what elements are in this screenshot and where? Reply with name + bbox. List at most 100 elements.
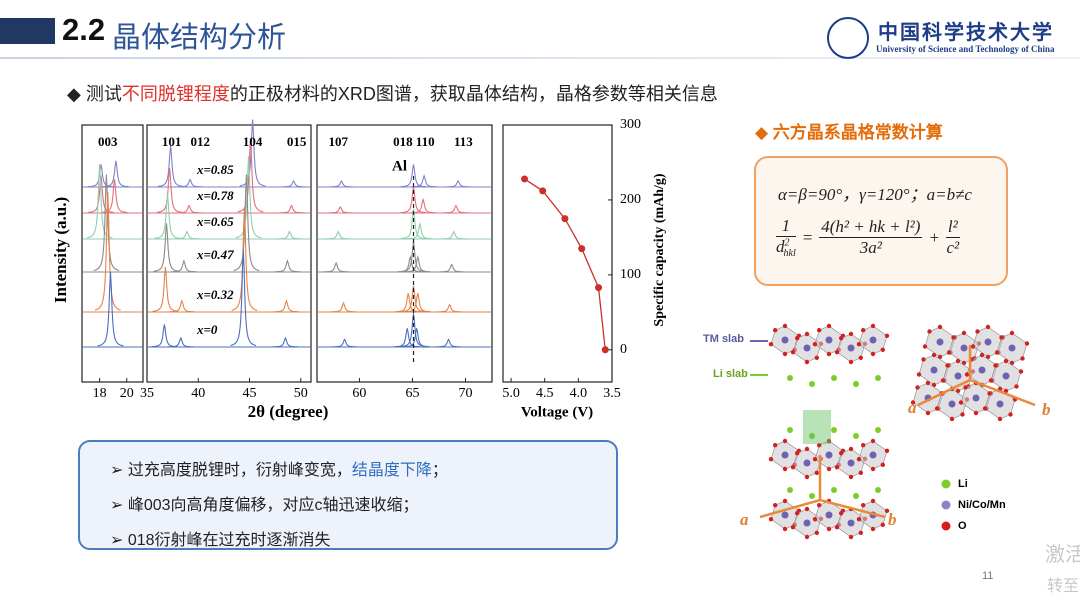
o-atom	[949, 416, 955, 422]
logo-seal	[827, 17, 869, 59]
data-point	[539, 187, 547, 195]
o-atom	[814, 530, 819, 535]
o-atom	[925, 410, 931, 416]
o-atom	[985, 324, 991, 330]
tm-atom	[960, 344, 968, 352]
peak	[169, 299, 195, 313]
o-atom	[804, 474, 810, 480]
symbol: hkl	[783, 248, 796, 260]
o-atom	[804, 446, 810, 452]
y-tick-label: 100	[620, 267, 641, 282]
x-axis-label: 2θ (degree)	[248, 402, 329, 421]
note-text: 018衍射峰在过充时逐渐消失	[127, 532, 331, 549]
o-atom	[999, 335, 1004, 340]
peak	[400, 285, 427, 313]
o-atom	[826, 466, 832, 472]
series-label: x=0.85	[196, 162, 234, 177]
peak	[272, 336, 299, 348]
o-atom	[945, 363, 950, 368]
legend-dot	[941, 521, 951, 531]
o-atom	[817, 503, 822, 508]
li-atom	[853, 381, 859, 387]
logo-name-en: University of Science and Technology of …	[876, 44, 1055, 54]
series-label: x=0	[196, 322, 218, 337]
peak-label: 104	[243, 134, 263, 149]
o-atom	[910, 400, 916, 405]
watermark: 转至	[1047, 578, 1080, 595]
o-atom	[934, 406, 940, 411]
peak	[443, 204, 469, 214]
data-point	[595, 284, 603, 292]
o-atom	[940, 378, 946, 383]
axis-label: b	[1042, 400, 1051, 419]
denominator: c²	[946, 238, 960, 258]
o-atom	[812, 517, 818, 522]
tm-atom	[847, 459, 855, 467]
symbol: 2	[784, 237, 790, 249]
peak	[330, 301, 357, 313]
axis-label: a	[740, 510, 749, 529]
x-tick-label: 60	[352, 386, 366, 401]
peak	[151, 324, 178, 348]
o-atom	[804, 534, 810, 540]
o-atom	[773, 443, 778, 448]
peak	[101, 179, 128, 214]
x-tick-label: 18	[93, 386, 107, 401]
y-axis-label: Intensity (a.u.)	[51, 197, 70, 303]
peak	[280, 180, 307, 188]
o-atom	[782, 498, 788, 504]
intro: ◆ 测试不同脱锂程度的正极材料的XRD图谱，获取晶体结构，晶格参数等相关信息	[67, 84, 718, 104]
peak	[177, 178, 203, 188]
o-atom	[804, 506, 810, 512]
o-atom	[804, 331, 810, 337]
peak	[154, 193, 181, 239]
y-tick-label: 300	[620, 117, 641, 132]
peak	[404, 254, 431, 273]
tm-atom	[936, 338, 944, 346]
o-atom	[861, 503, 866, 508]
tm-atom	[781, 336, 789, 344]
x-tick-label: 4.0	[570, 386, 588, 401]
operator: +	[928, 227, 940, 247]
peak	[176, 204, 202, 214]
tm-atom	[803, 519, 811, 527]
o-atom	[782, 526, 788, 532]
panel-frame	[316, 124, 493, 383]
x-tick-label: 50	[294, 386, 308, 401]
x-tick-label: 3.5	[603, 386, 621, 401]
o-atom	[795, 451, 800, 456]
li-atom	[875, 487, 881, 493]
peak	[403, 328, 430, 348]
o-atom	[826, 526, 832, 532]
peak-label: 003	[98, 134, 118, 149]
o-atom	[782, 466, 788, 472]
panel-frame	[502, 124, 613, 383]
peak	[278, 204, 305, 214]
peak	[230, 249, 257, 347]
o-atom	[768, 457, 774, 462]
data-point	[561, 215, 569, 223]
o-atom	[790, 350, 796, 355]
x-tick-label: 45	[243, 386, 257, 401]
peak-label: 018	[393, 134, 413, 149]
o-atom	[834, 465, 840, 470]
o-atom	[931, 352, 937, 358]
li-atom	[809, 381, 815, 387]
o-atom	[870, 323, 876, 329]
li-atom	[831, 427, 837, 433]
x-tick-label: 20	[120, 386, 134, 401]
li-atom	[809, 433, 815, 439]
o-atom	[817, 443, 822, 448]
peak	[153, 223, 180, 272]
o-atom	[858, 530, 863, 535]
peak	[237, 137, 264, 213]
o-atom	[804, 359, 810, 365]
tm-atom	[781, 511, 789, 519]
header-bar	[0, 18, 55, 44]
o-atom	[951, 335, 956, 340]
peak-label: 012	[191, 134, 211, 149]
o-atom	[870, 438, 876, 444]
o-atom	[880, 347, 885, 352]
o-atom	[782, 438, 788, 444]
